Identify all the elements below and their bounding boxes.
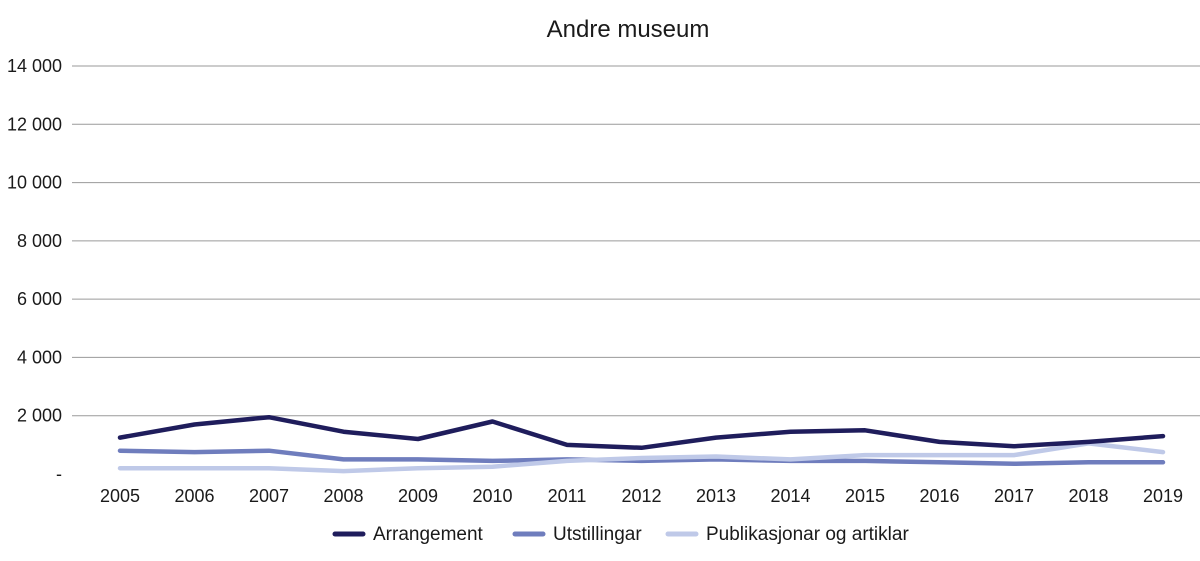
x-tick-label: 2017 [994,486,1034,506]
legend-label: Utstillingar [553,524,642,545]
legend: Arrangement Utstillingar Publikasjonar og … [332,524,909,545]
chart-title: Andre museum [547,16,710,43]
x-tick-label: 2013 [696,486,736,506]
x-tick-label: 2019 [1143,486,1183,506]
x-tick-label: 2014 [770,486,810,506]
x-axis-tick-labels: 2005 2006 2007 2008 2009 2010 2011 2012 2013 2014… [100,486,1183,506]
x-tick-label: 2005 [100,486,140,506]
x-tick-label: 2011 [548,486,587,506]
series-line-publikasjonar-og-artiklar [117,441,1166,474]
y-tick-label: 2 000 [17,406,62,426]
legend-label: Arrangement [373,524,484,545]
x-tick-label: 2007 [249,486,289,506]
y-tick-label: 10 000 [7,173,62,193]
y-tick-label: 4 000 [17,347,62,367]
series-lines [117,414,1166,474]
y-tick-label: 6 000 [17,289,62,309]
y-tick-label: 14 000 [7,56,62,76]
x-tick-label: 2009 [398,486,438,506]
y-axis-tick-labels: - 2 000 4 000 6 000 8 000 10 000 12 000 14 000 [7,56,62,484]
series-line-utstillingar [117,448,1166,467]
x-tick-label: 2012 [621,486,661,506]
y-tick-label: - [56,464,62,484]
legend-item: Arrangement [332,524,484,545]
x-tick-label: 2015 [845,486,885,506]
x-tick-label: 2010 [472,486,512,506]
x-tick-label: 2008 [323,486,363,506]
legend-item: Utstillingar [512,524,642,545]
series-line-arrangement [117,414,1166,451]
y-tick-label: 12 000 [7,114,62,134]
x-tick-label: 2006 [174,486,214,506]
gridlines [72,65,1200,417]
y-tick-label: 8 000 [17,231,62,251]
legend-item: Publikasjonar og artiklar [665,524,909,545]
x-tick-label: 2018 [1068,486,1108,506]
legend-label: Publikasjonar og artiklar [706,524,909,545]
x-tick-label: 2016 [919,486,959,506]
